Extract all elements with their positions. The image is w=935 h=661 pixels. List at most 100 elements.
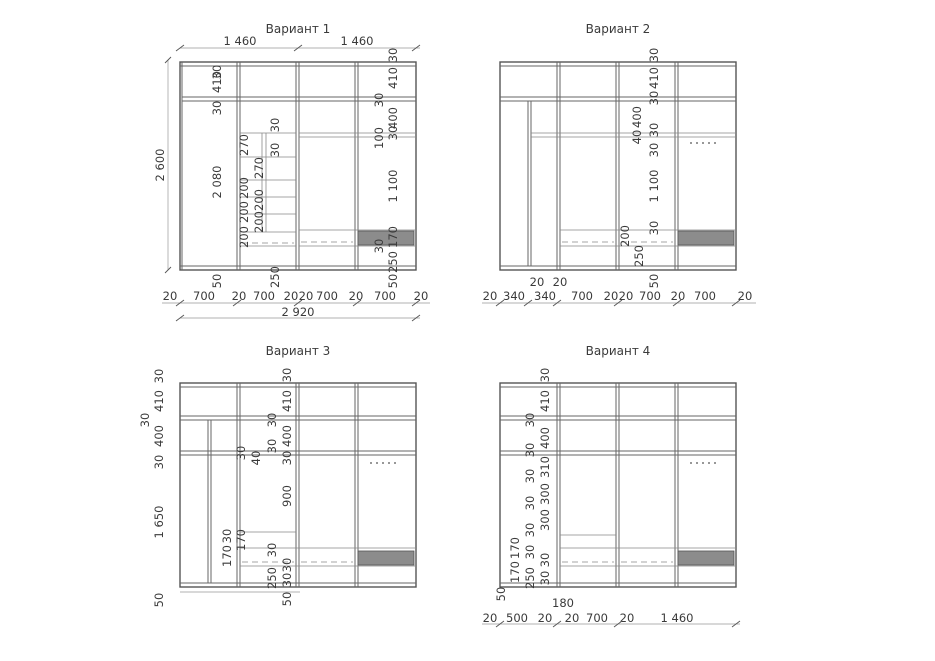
variant-2-bottom-20-e: 20 [738, 289, 753, 303]
variant-2-bottom-20-c: 20 [619, 289, 634, 303]
variant-4-bottom-20-a: 20 [483, 611, 498, 625]
variant-1-bottom-20-a: 20 [163, 289, 178, 303]
variant-4-hanger-rail [690, 462, 716, 464]
variant-4-dim-410: 410 [538, 390, 552, 412]
variant-3-dim-250: 250 [265, 567, 279, 589]
variant-2-bottom-340-a: 340 [503, 289, 525, 303]
variant-1-top-dim-left: 1 460 [224, 34, 257, 48]
variant-2-dim-30-b: 30 [647, 123, 661, 138]
variant-1-dim-100-right: 100 [372, 127, 386, 149]
variant-4-dim-30-b: 30 [523, 443, 537, 458]
variant-1-dim-50-left: 50 [210, 274, 224, 289]
variant-3-left-410: 410 [152, 390, 166, 412]
variant-1-dim-250-right: 250 [386, 251, 400, 273]
variant-4: Вариант 4 30 410 30 400 30 310 30 300 30… [482, 344, 741, 628]
variant-1-dim-270-a: 270 [237, 134, 251, 156]
variant-1-bottom-700-a: 700 [193, 289, 215, 303]
variant-1-dim-30-mid: 30 [210, 101, 224, 116]
variant-3-dim-30-a: 30 [265, 413, 279, 428]
variant-3-left-400: 400 [152, 425, 166, 447]
variant-4-dim-170-b: 170 [508, 561, 522, 583]
variant-2-dim-200: 200 [618, 225, 632, 247]
variant-1-dim-200-a: 200 [237, 177, 251, 199]
variant-3-dim-40: 40 [249, 451, 263, 466]
variant-2-dim-30-a: 30 [647, 91, 661, 106]
variant-3-title: Вариант 3 [266, 344, 331, 358]
variant-3-dim-400: 400 [280, 425, 294, 447]
variant-3-drawer [357, 550, 415, 566]
variant-3-left-50: 50 [152, 593, 166, 608]
variant-3-dim-170-b: 170 [220, 545, 234, 567]
variant-2-bottom-700-c: 700 [694, 289, 716, 303]
variant-4-dim-250: 250 [523, 567, 537, 589]
variant-1-total-width: 2 920 [282, 305, 315, 319]
variant-1-dim-30-top: 30 [210, 65, 224, 80]
variant-1-dim-410-right: 410 [386, 67, 400, 89]
variant-1-dim-250-left: 250 [268, 266, 282, 288]
variant-1: Вариант 1 1 460 1 460 2 600 [153, 22, 430, 322]
variant-1-bottom-700-d: 700 [374, 289, 396, 303]
variant-3-dim-170-a: 170 [234, 529, 248, 551]
variant-2-dim-30-d: 30 [647, 221, 661, 236]
variant-4-title: Вариант 4 [586, 344, 651, 358]
variant-1-dim-30-right-b: 30 [386, 126, 400, 141]
variant-1-dim-30-c2: 30 [268, 118, 282, 133]
variant-2-title: Вариант 2 [586, 22, 651, 36]
variant-3-left-30-b: 30 [138, 413, 152, 428]
variant-3-left-30-c: 30 [152, 455, 166, 470]
variant-4-dim-30-h: 30 [538, 571, 552, 586]
variant-2-dim-410: 410 [647, 67, 661, 89]
variant-1-dim-30-right-mid: 30 [372, 93, 386, 108]
variant-2: Вариант 2 30 410 30 40 400 30 30 1 100 3… [482, 22, 756, 307]
variant-2-dim-30-c: 30 [647, 143, 661, 158]
variant-4-section-180: 180 [552, 596, 574, 610]
variant-1-dim-30-right-c: 30 [372, 239, 386, 254]
variant-2-section-20-a: 20 [530, 275, 545, 289]
variant-3-left-1650: 1 650 [152, 506, 166, 539]
variant-3-dim-30-d: 30 [280, 451, 294, 466]
variant-1-bottom-20-d: 20 [299, 289, 314, 303]
variant-1-dim-200-c: 200 [237, 226, 251, 248]
variant-4-dim-300-a: 300 [538, 483, 552, 505]
variant-3-dim-30-e: 30 [220, 529, 234, 544]
variant-4-bottom-20-d: 20 [620, 611, 635, 625]
variant-4-dim-30-top: 30 [538, 368, 552, 383]
variant-2-bottom-20-d: 20 [671, 289, 686, 303]
variant-2-bottom-20-b: 20 [604, 289, 619, 303]
variant-2-drawer [677, 230, 735, 246]
variant-4-bottom-500: 500 [506, 611, 528, 625]
variant-1-dim-410: 410 [210, 71, 224, 93]
variant-1-bottom-20-c: 20 [284, 289, 299, 303]
variant-1-bottom-20-b: 20 [232, 289, 247, 303]
variant-2-dim-1100: 1 100 [647, 170, 661, 203]
variant-4-bottom-20-c: 20 [565, 611, 580, 625]
variant-4-bottom-700: 700 [586, 611, 608, 625]
variant-4-dim-30-a: 30 [523, 413, 537, 428]
variant-1-dim-200-b: 200 [237, 201, 251, 223]
variant-2-bottom-20-a: 20 [483, 289, 498, 303]
variant-3-dim-30-b: 30 [265, 439, 279, 454]
variant-1-dim-270-b: 270 [252, 157, 266, 179]
variant-1-dim-170-right: 170 [386, 226, 400, 248]
variant-2-dim-400: 400 [630, 106, 644, 128]
variant-4-dim-30-c: 30 [523, 469, 537, 484]
variant-4-dim-300-b: 300 [538, 509, 552, 531]
variant-3-left-30-a: 30 [152, 369, 166, 384]
variant-3-dim-30-c: 30 [234, 446, 248, 461]
variant-2-section-20-b: 20 [553, 275, 568, 289]
variant-3-dim-900: 900 [280, 485, 294, 507]
variant-1-dim-50-right: 50 [386, 274, 400, 289]
variant-1-dim-400-right: 400 [386, 107, 400, 129]
variant-2-bottom-700-a: 700 [571, 289, 593, 303]
variant-3-dim-50: 50 [280, 592, 294, 607]
variant-2-dim-30-top: 30 [647, 48, 661, 63]
variant-4-dim-310: 310 [538, 456, 552, 478]
variant-1-dim-200-e: 200 [252, 211, 266, 233]
variant-3-dim-30-h: 30 [280, 573, 294, 588]
variant-4-dim-30-e: 30 [523, 523, 537, 538]
variant-4-dim-170-a: 170 [508, 537, 522, 559]
variant-3: Вариант 3 30 410 30 400 30 1 650 50 [138, 344, 417, 608]
variant-1-bottom-20-f: 20 [414, 289, 429, 303]
variant-4-dim-30-f: 30 [523, 545, 537, 560]
